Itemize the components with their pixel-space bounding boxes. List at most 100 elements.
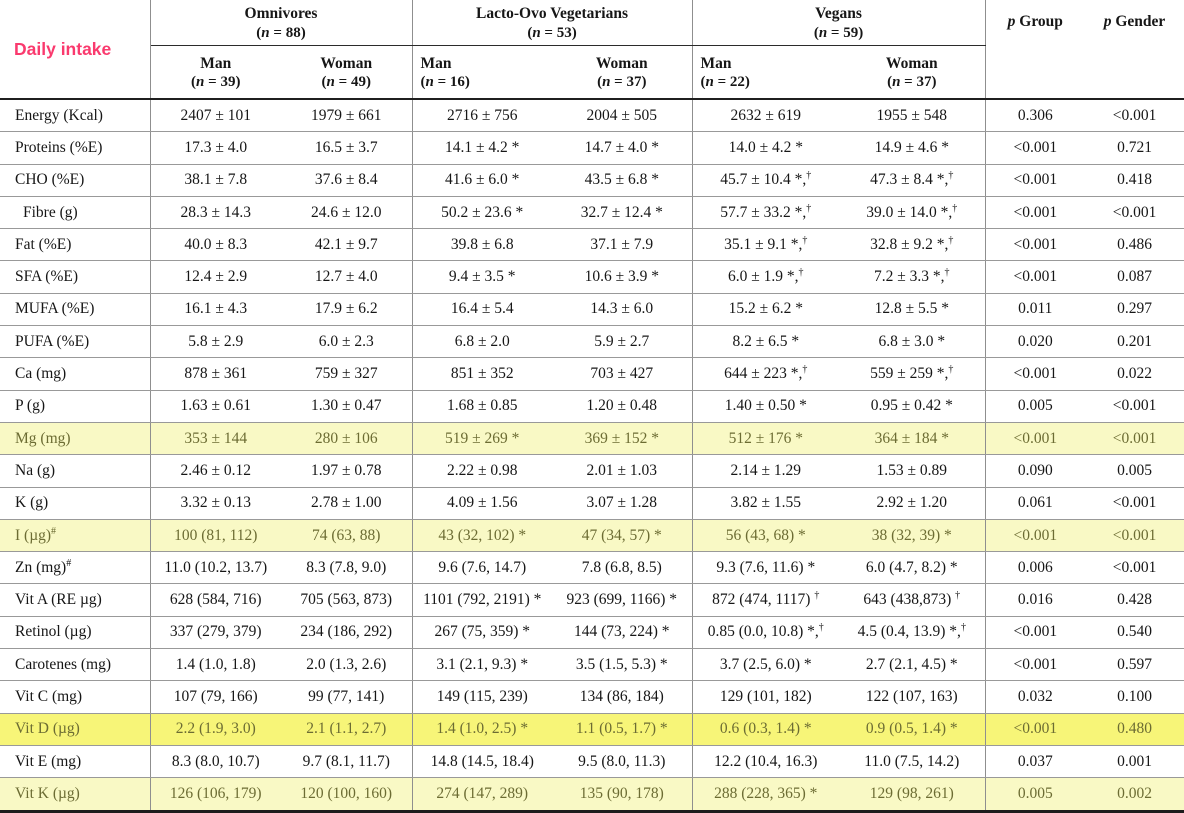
value-cell: 40.0 ± 8.3 [150,228,281,262]
row-label: PUFA (%E) [0,325,151,359]
value-cell: 2.2 (1.9, 3.0) [150,713,281,746]
value-cell: 16.5 ± 3.7 [281,131,413,165]
p-group-cell: <0.001 [985,713,1086,746]
p-group-cell: 0.061 [985,487,1086,520]
group-n: (n = 88) [256,24,306,41]
group-name: Omnivores [244,4,318,22]
p-group-cell: <0.001 [985,519,1086,553]
value-cell: 1955 ± 548 [839,99,986,133]
value-cell: 643 (438,873) † [839,583,986,617]
value-cell: 1979 ± 661 [281,99,413,133]
value-cell: 559 ± 259 *,† [839,357,986,391]
table-row: Vit E (mg) 8.3 (8.0, 10.7) 9.7 (8.1, 11.7)… [0,745,1184,779]
subheader-omnivores-man: Man (n = 39) [150,45,281,100]
p-gender-cell: 0.005 [1085,454,1184,488]
p-group-cell: 0.306 [985,99,1086,133]
p-gender-cell: <0.001 [1085,422,1184,456]
value-cell: 17.3 ± 4.0 [150,131,281,165]
value-cell: 129 (101, 182) [692,680,840,714]
value-cell: 288 (228, 365) * [692,777,840,813]
value-cell: 0.85 (0.0, 10.8) *,† [692,616,840,650]
row-label: CHO (%E) [0,164,151,197]
value-cell: 6.8 ± 3.0 * [839,325,986,359]
value-cell: 15.2 ± 6.2 * [692,293,840,327]
value-cell: 43 (32, 102) * [412,519,552,553]
value-cell: 2407 ± 101 [150,99,281,133]
p-group-cell: <0.001 [985,131,1086,165]
group-header-vegans: Vegans (n = 59) [692,0,986,46]
value-cell: 134 (86, 184) [552,680,693,714]
p-gender-cell: <0.001 [1085,390,1184,423]
value-cell: 1.4 (1.0, 1.8) [150,648,281,682]
p-group-cell: 0.090 [985,454,1086,488]
value-cell: 3.1 (2.1, 9.3) * [412,648,552,682]
group-n: (n = 59) [813,24,864,41]
value-cell: 28.3 ± 14.3 [150,196,281,230]
value-cell: 2.1 (1.1, 2.7) [281,713,413,746]
p-gender-cell: 0.597 [1085,648,1184,682]
value-cell: 37.1 ± 7.9 [552,228,693,262]
value-cell: 1.20 ± 0.48 [552,390,693,423]
value-cell: 7.2 ± 3.3 *,† [839,260,986,294]
row-label: Retinol (µg) [0,616,151,650]
value-cell: 50.2 ± 23.6 * [412,196,552,230]
value-cell: 47.3 ± 8.4 *,† [839,164,986,197]
value-cell: 1.68 ± 0.85 [412,390,552,423]
p-group-cell: <0.001 [985,260,1086,294]
value-cell: 3.07 ± 1.28 [552,487,693,520]
value-cell: 1101 (792, 2191) * [412,583,552,617]
p-group-cell: 0.016 [985,583,1086,617]
value-cell: 353 ± 144 [150,422,281,456]
value-cell: 2.78 ± 1.00 [281,487,413,520]
p-group-cell: <0.001 [985,648,1086,682]
value-cell: 45.7 ± 10.4 *,† [692,164,840,197]
subheader-vegans-man: Man (n = 22) [692,45,840,100]
table-row: Vit D (µg) 2.2 (1.9, 3.0) 2.1 (1.1, 2.7) 1.… [0,713,1184,746]
value-cell: 512 ± 176 * [692,422,840,456]
value-cell: 2.46 ± 0.12 [150,454,281,488]
value-cell: 6.0 ± 1.9 *,† [692,260,840,294]
value-cell: 9.3 (7.6, 11.6) * [692,551,840,585]
table-row: Fibre (g) 28.3 ± 14.3 24.6 ± 12.0 50.2 ± 23… [0,196,1184,230]
value-cell: 12.4 ± 2.9 [150,260,281,294]
value-cell: 38.1 ± 7.8 [150,164,281,197]
value-cell: 56 (43, 68) * [692,519,840,553]
group-header-omnivores: Omnivores (n = 88) [150,0,413,46]
value-cell: 24.6 ± 12.0 [281,196,413,230]
value-cell: 16.1 ± 4.3 [150,293,281,327]
value-cell: 369 ± 152 * [552,422,693,456]
value-cell: 5.8 ± 2.9 [150,325,281,359]
p-group-cell: <0.001 [985,357,1086,391]
value-cell: 644 ± 223 *,† [692,357,840,391]
value-cell: 6.0 ± 2.3 [281,325,413,359]
table-row: I (µg)# 100 (81, 112) 74 (63, 88) 43 (32, 1… [0,519,1184,553]
p-group-cell: 0.005 [985,777,1086,813]
value-cell: 1.30 ± 0.47 [281,390,413,423]
value-cell: 0.6 (0.3, 1.4) * [692,713,840,746]
value-cell: 32.7 ± 12.4 * [552,196,693,230]
p-gender-cell: <0.001 [1085,99,1184,133]
value-cell: 12.7 ± 4.0 [281,260,413,294]
value-cell: 144 (73, 224) * [552,616,693,650]
value-cell: 14.7 ± 4.0 * [552,131,693,165]
subheader-lov-woman: Woman (n = 37) [552,45,693,100]
table-row: Vit C (mg) 107 (79, 166) 99 (77, 141) 149 (… [0,680,1184,714]
p-group-cell: <0.001 [985,616,1086,650]
p-gender-cell: <0.001 [1085,487,1184,520]
row-label: Energy (Kcal) [0,99,151,133]
value-cell: 12.8 ± 5.5 * [839,293,986,327]
value-cell: 878 ± 361 [150,357,281,391]
value-cell: 519 ± 269 * [412,422,552,456]
value-cell: 37.6 ± 8.4 [281,164,413,197]
row-label: Mg (mg) [0,422,151,456]
value-cell: 17.9 ± 6.2 [281,293,413,327]
p-group-cell: <0.001 [985,228,1086,262]
value-cell: 2632 ± 619 [692,99,840,133]
value-cell: 703 ± 427 [552,357,693,391]
table-row: K (g) 3.32 ± 0.13 2.78 ± 1.00 4.09 ± 1.56 3.… [0,487,1184,520]
row-label: Ca (mg) [0,357,151,391]
row-label: Vit C (mg) [0,680,151,714]
value-cell: 9.5 (8.0, 11.3) [552,745,693,779]
p-group-column-header: p Group [985,0,1086,100]
p-group-cell: 0.032 [985,680,1086,714]
